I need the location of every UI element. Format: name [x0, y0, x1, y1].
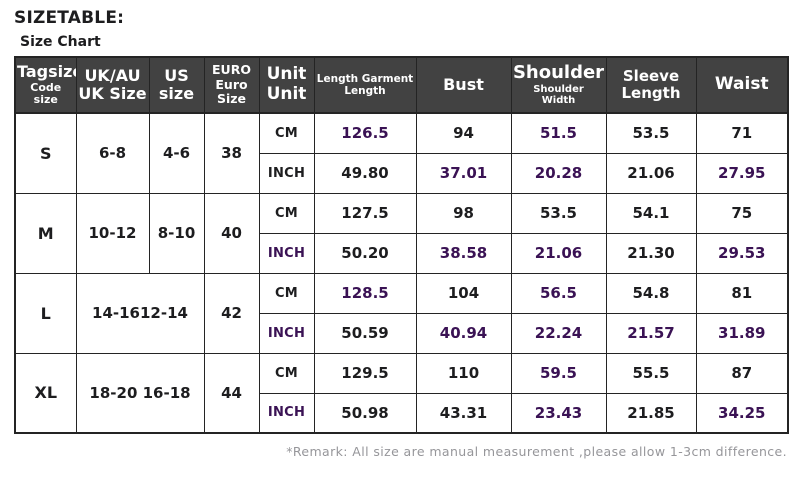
- measurement-value: 38.58: [415, 232, 512, 274]
- measurement-value: 21.85: [605, 392, 697, 434]
- measurement-value: 129.5: [313, 352, 417, 394]
- measurement-value: 22.24: [510, 312, 607, 354]
- measurement-value: 23.43: [510, 392, 607, 434]
- measurement-value: 50.20: [313, 232, 417, 274]
- measurement-value: 21.57: [605, 312, 697, 354]
- page-title: SIZETABLE:: [14, 8, 125, 28]
- size-label: M: [14, 192, 77, 274]
- header-euro-size: EURO Euro Size: [203, 56, 260, 114]
- us-size-value: 4-6: [148, 112, 205, 194]
- measurement-value: 75: [695, 192, 789, 234]
- measurement-value: 43.31: [415, 392, 512, 434]
- measurement-value: 56.5: [510, 272, 607, 314]
- table-row: INCH 50.59 40.94 22.24 21.57 31.89: [15, 312, 789, 354]
- unit-label: INCH: [258, 392, 315, 434]
- measurement-value: 37.01: [415, 152, 512, 194]
- measurement-value: 50.59: [313, 312, 417, 354]
- measurement-value: 29.53: [695, 232, 789, 274]
- measurement-value: 21.06: [605, 152, 697, 194]
- measurement-value: 127.5: [313, 192, 417, 234]
- unit-label: CM: [258, 352, 315, 394]
- measurement-value: 27.95: [695, 152, 789, 194]
- table-row: S 6-8 4-6 38 CM 126.5 94 51.5 53.5 71: [14, 112, 789, 194]
- header-uk-au: UK/AU UK Size: [75, 56, 150, 114]
- measurement-value: 71: [695, 112, 789, 154]
- euro-size-value: 44: [203, 352, 260, 434]
- measurement-value: 31.89: [695, 312, 789, 354]
- size-chart-heading: Size Chart: [20, 34, 101, 50]
- header-shoulder: Shoulder Shoulder Width: [510, 56, 607, 114]
- measurement-value: 40.94: [415, 312, 512, 354]
- measurement-value: 53.5: [510, 192, 607, 234]
- uk-us-size-value: 14-1612-14: [75, 272, 205, 354]
- measurement-value: 87: [695, 352, 789, 394]
- table-row: XL 18-20 16-18 44 CM 129.5 110 59.5 55.5…: [14, 352, 789, 434]
- unit-label: INCH: [258, 312, 315, 354]
- measurement-value: 126.5: [313, 112, 417, 154]
- measurement-value: 34.25: [695, 392, 789, 434]
- measurement-value: 53.5: [605, 112, 697, 154]
- measurement-value: 94: [415, 112, 512, 154]
- measurement-value: 49.80: [313, 152, 417, 194]
- table-row: INCH 50.98 43.31 23.43 21.85 34.25: [15, 392, 789, 434]
- measurement-value: 50.98: [313, 392, 417, 434]
- measurement-value: 104: [415, 272, 512, 314]
- measurement-value: 21.30: [605, 232, 697, 274]
- size-label: S: [14, 112, 77, 194]
- measurement-value: 98: [415, 192, 512, 234]
- unit-label: CM: [258, 192, 315, 234]
- header-bust: Bust: [415, 56, 512, 114]
- measurement-value: 110: [415, 352, 512, 394]
- uk-us-size-value: 18-20 16-18: [75, 352, 205, 434]
- unit-label: INCH: [258, 232, 315, 274]
- header-length: Length Garment Length: [313, 56, 417, 114]
- remark-text: *Remark: All size are manual measurement…: [286, 444, 787, 459]
- header-tagsize: TagsizeCode size: [14, 56, 77, 114]
- size-label: XL: [14, 352, 77, 434]
- unit-label: CM: [258, 272, 315, 314]
- measurement-value: 55.5: [605, 352, 697, 394]
- euro-size-value: 40: [203, 192, 260, 274]
- measurement-value: 51.5: [510, 112, 607, 154]
- measurement-value: 81: [695, 272, 789, 314]
- measurement-value: 54.1: [605, 192, 697, 234]
- euro-size-value: 38: [203, 112, 260, 194]
- table-row: M 10-12 8-10 40 CM 127.5 98 53.5 54.1 75: [14, 192, 789, 274]
- uk-size-value: 10-12: [75, 192, 150, 274]
- measurement-value: 20.28: [510, 152, 607, 194]
- header-unit: Unit Unit: [258, 56, 315, 114]
- table-row: L 14-1612-14 42 CM 128.5 104 56.5 54.8 8…: [14, 272, 789, 354]
- size-label: L: [14, 272, 77, 354]
- euro-size-value: 42: [203, 272, 260, 354]
- unit-label: INCH: [258, 152, 315, 194]
- table-row: INCH 50.20 38.58 21.06 21.30 29.53: [15, 232, 789, 274]
- table-row: INCH 49.80 37.01 20.28 21.06 27.95: [15, 152, 789, 194]
- header-waist: Waist: [695, 56, 789, 114]
- uk-size-value: 6-8: [75, 112, 150, 194]
- measurement-value: 59.5: [510, 352, 607, 394]
- measurement-value: 21.06: [510, 232, 607, 274]
- unit-label: CM: [258, 112, 315, 154]
- header-sleeve: Sleeve Length: [605, 56, 697, 114]
- measurement-value: 54.8: [605, 272, 697, 314]
- us-size-value: 8-10: [148, 192, 205, 274]
- header-us-size: US size: [148, 56, 205, 114]
- measurement-value: 128.5: [313, 272, 417, 314]
